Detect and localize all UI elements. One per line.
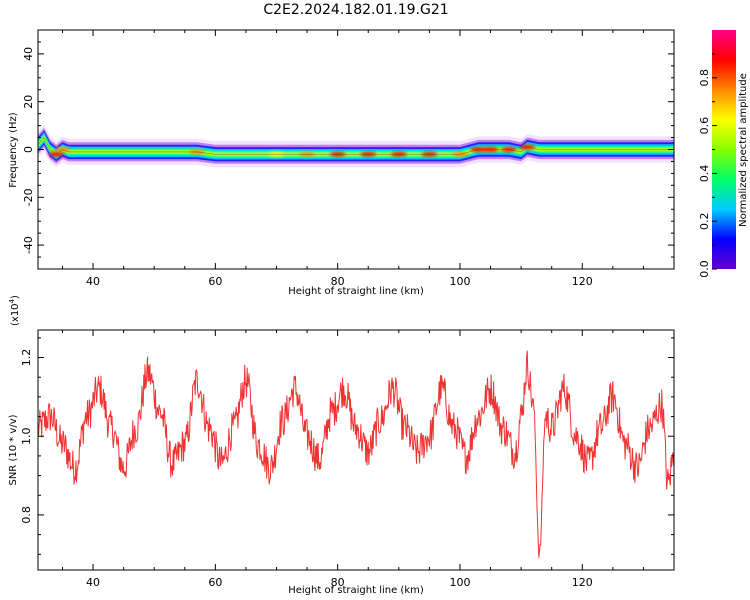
spectrogram-ticks [38,29,675,270]
snr-panel: 40 60 80 100 120 1.2 1.0 0.8 Height of straigh… [8,295,675,596]
snr-y-axis-label: SNR (10 * v/v) [8,414,19,485]
x-tick-label: 60 [208,576,222,589]
colorbar-tick-label: 0.6 [698,117,711,135]
snr-y-scale-close: ) [10,295,21,299]
x-tick-label: 60 [208,275,222,288]
spectrogram-y-axis-label: Frequency (Hz) [8,112,19,188]
x-tick-label: 40 [86,576,100,589]
colorbar-ticks [712,53,717,270]
y-tick-label: 20 [22,95,35,109]
colorbar-tick-label: 0.2 [698,212,711,230]
spectrogram-x-axis-label: Height of straight line (km) [288,286,424,297]
snr-y-scale-exponent: 4 [8,298,16,303]
snr-y-tick-labels: 1.2 1.0 0.8 [20,349,33,524]
y-tick-label: 1.2 [20,349,33,367]
y-tick-label: 1.0 [20,427,33,445]
spectrogram-x-tick-labels: 40 60 80 100 120 [86,275,593,288]
colorbar-tick-labels: 0.0 0.2 0.4 0.6 0.8 [698,69,711,278]
colorbar-tick-label: 0.8 [698,69,711,87]
y-tick-label: 0 [22,146,35,153]
y-tick-label: 40 [22,47,35,61]
snr-ticks [38,330,675,570]
snr-y-scale-label: (x104) [8,295,21,326]
y-tick-label: 0.8 [20,506,33,524]
x-tick-label: 100 [449,275,470,288]
x-tick-label: 80 [331,576,345,589]
colorbar-tick-label: 0.4 [698,165,711,183]
x-tick-label: 120 [572,576,593,589]
x-tick-label: 40 [86,275,100,288]
colorbar-gradient [712,30,736,269]
snr-x-axis-label: Height of straight line (km) [288,585,424,596]
snr-plot-frame [37,329,675,571]
y-tick-label: -40 [22,236,35,254]
chart-title: C2E2.2024.182.01.19.G21 [263,2,448,18]
snr-x-tick-labels: 40 60 80 100 120 [86,576,593,589]
colorbar-tick-label: 0.0 [698,260,711,278]
spectrogram-panel: 40 60 80 100 120 40 20 0 -20 -40 Height of strai… [8,29,675,297]
ridge-centre-line [38,136,674,155]
spectrogram-y-tick-labels: 40 20 0 -20 -40 [22,47,35,254]
snr-series-line [38,350,674,558]
x-tick-label: 80 [331,275,345,288]
y-tick-label: -20 [22,188,35,206]
x-tick-label: 100 [449,576,470,589]
snr-y-scale-base: (x10 [10,303,21,326]
colorbar-label: Normalized spectral amplitude [738,73,749,227]
spectrogram-ridge [38,124,674,168]
x-tick-label: 120 [572,275,593,288]
colorbar: 0.0 0.2 0.4 0.6 0.8 Normalized spectral ampl… [698,30,749,278]
